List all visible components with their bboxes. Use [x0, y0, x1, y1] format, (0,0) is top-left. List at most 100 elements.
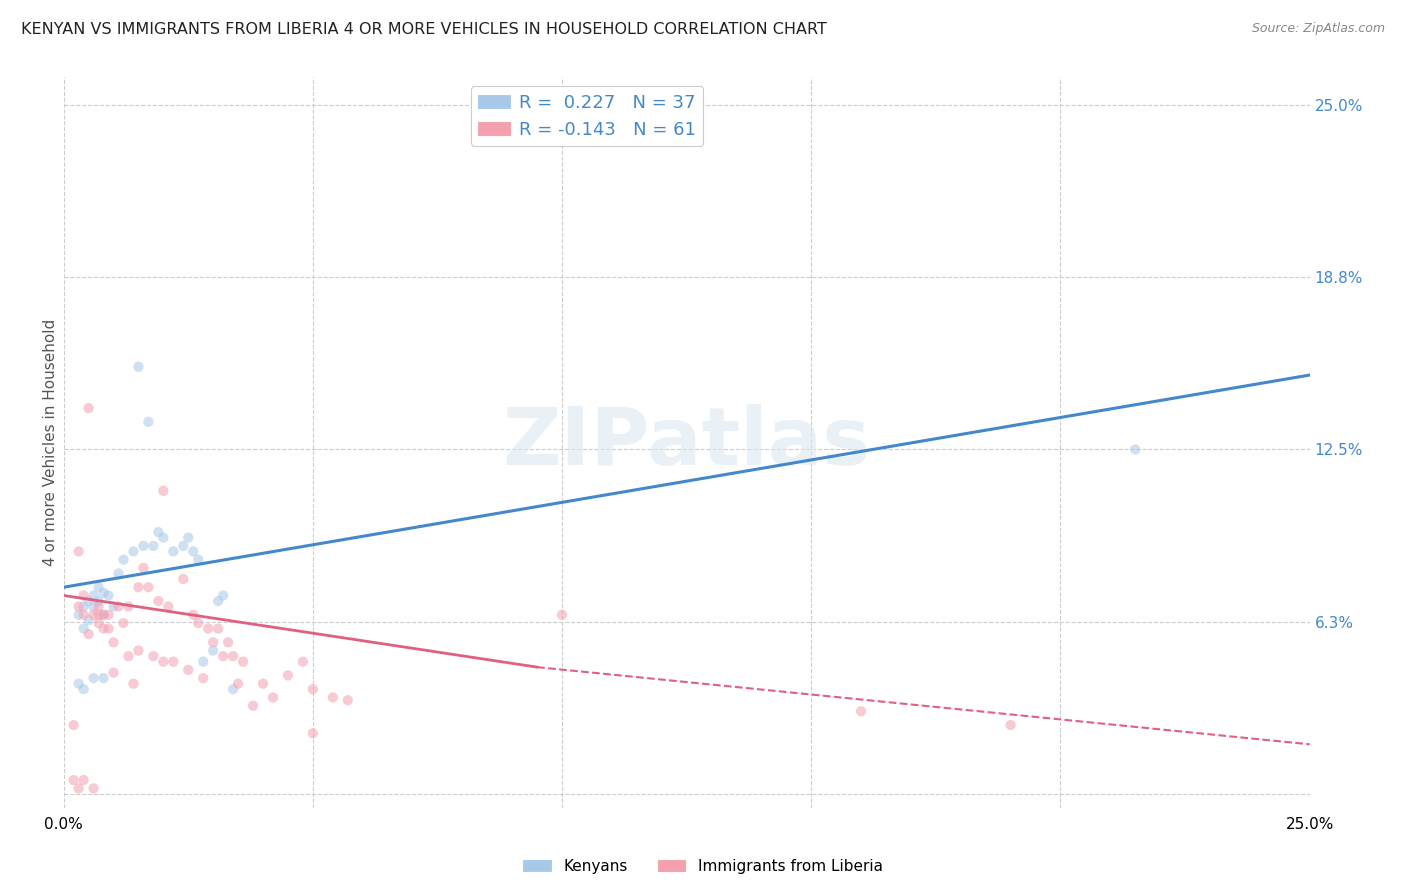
- Point: [72, 607, 94, 622]
- Point: [77, 401, 100, 416]
- Point: [72, 599, 94, 614]
- Point: [107, 599, 129, 614]
- Point: [93, 607, 115, 622]
- Point: [122, 544, 145, 558]
- Point: [277, 668, 299, 682]
- Point: [87, 607, 110, 622]
- Point: [222, 649, 245, 664]
- Point: [551, 607, 574, 622]
- Point: [72, 682, 94, 697]
- Point: [142, 649, 165, 664]
- Point: [336, 693, 359, 707]
- Point: [152, 531, 174, 545]
- Point: [132, 539, 155, 553]
- Point: [93, 586, 115, 600]
- Point: [67, 599, 90, 614]
- Point: [62, 773, 84, 788]
- Point: [97, 607, 120, 622]
- Point: [181, 607, 204, 622]
- Point: [87, 580, 110, 594]
- Point: [226, 676, 249, 690]
- Point: [72, 622, 94, 636]
- Point: [103, 665, 125, 680]
- Point: [72, 589, 94, 603]
- Point: [302, 726, 325, 740]
- Point: [87, 615, 110, 630]
- Point: [212, 649, 235, 664]
- Point: [67, 676, 90, 690]
- Point: [103, 635, 125, 649]
- Point: [67, 544, 90, 558]
- Point: [1000, 718, 1022, 732]
- Point: [93, 671, 115, 685]
- Point: [97, 622, 120, 636]
- Point: [193, 671, 215, 685]
- Point: [127, 580, 149, 594]
- Point: [202, 643, 225, 657]
- Point: [197, 622, 219, 636]
- Point: [62, 718, 84, 732]
- Point: [83, 671, 105, 685]
- Point: [157, 599, 180, 614]
- Point: [77, 613, 100, 627]
- Point: [87, 594, 110, 608]
- Point: [87, 599, 110, 614]
- Point: [93, 622, 115, 636]
- Point: [142, 539, 165, 553]
- Point: [212, 589, 235, 603]
- Point: [193, 655, 215, 669]
- Point: [291, 655, 314, 669]
- Point: [77, 627, 100, 641]
- Legend: R =  0.227   N = 37, R = -0.143   N = 61: R = 0.227 N = 37, R = -0.143 N = 61: [471, 87, 703, 146]
- Point: [103, 599, 125, 614]
- Point: [162, 655, 184, 669]
- Point: [93, 607, 115, 622]
- Point: [83, 589, 105, 603]
- Point: [252, 676, 274, 690]
- Point: [112, 552, 135, 566]
- Y-axis label: 4 or more Vehicles in Household: 4 or more Vehicles in Household: [44, 319, 58, 566]
- Point: [148, 525, 170, 540]
- Text: Source: ZipAtlas.com: Source: ZipAtlas.com: [1251, 22, 1385, 36]
- Point: [127, 643, 149, 657]
- Point: [77, 594, 100, 608]
- Point: [242, 698, 264, 713]
- Text: KENYAN VS IMMIGRANTS FROM LIBERIA 4 OR MORE VEHICLES IN HOUSEHOLD CORRELATION CH: KENYAN VS IMMIGRANTS FROM LIBERIA 4 OR M…: [21, 22, 827, 37]
- Point: [107, 566, 129, 581]
- Point: [207, 622, 229, 636]
- Point: [162, 544, 184, 558]
- Point: [217, 635, 239, 649]
- Point: [1123, 442, 1146, 457]
- Point: [222, 682, 245, 697]
- Point: [177, 531, 200, 545]
- Point: [322, 690, 344, 705]
- Point: [302, 682, 325, 697]
- Point: [122, 676, 145, 690]
- Point: [202, 635, 225, 649]
- Point: [138, 415, 160, 429]
- Point: [72, 773, 94, 788]
- Point: [152, 655, 174, 669]
- Point: [117, 599, 139, 614]
- Text: ZIPatlas: ZIPatlas: [502, 403, 870, 482]
- Point: [849, 704, 872, 718]
- Point: [138, 580, 160, 594]
- Point: [181, 544, 204, 558]
- Point: [83, 607, 105, 622]
- Point: [172, 572, 194, 586]
- Point: [83, 599, 105, 614]
- Point: [152, 483, 174, 498]
- Point: [232, 655, 254, 669]
- Point: [127, 359, 149, 374]
- Point: [97, 589, 120, 603]
- Point: [112, 615, 135, 630]
- Point: [67, 607, 90, 622]
- Point: [148, 594, 170, 608]
- Point: [187, 552, 209, 566]
- Point: [117, 649, 139, 664]
- Point: [83, 781, 105, 796]
- Point: [132, 561, 155, 575]
- Point: [262, 690, 284, 705]
- Legend: Kenyans, Immigrants from Liberia: Kenyans, Immigrants from Liberia: [517, 853, 889, 880]
- Point: [177, 663, 200, 677]
